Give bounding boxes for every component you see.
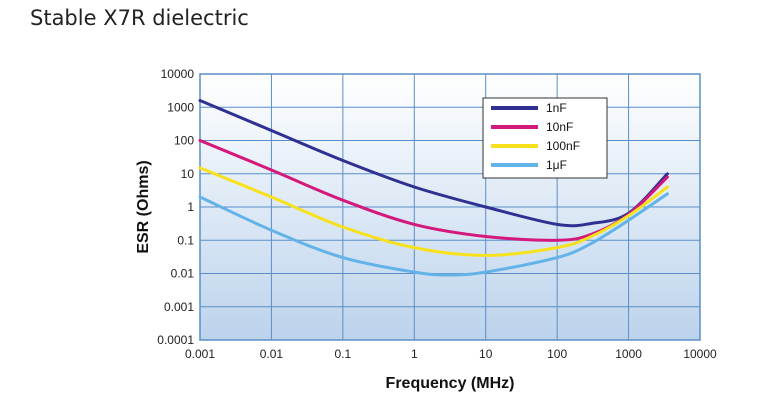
series-line-1 [198,99,669,228]
series-group [198,99,669,277]
series-line-3 [198,166,669,257]
x-tick-label: 1 [411,347,418,361]
x-tick-labels: 0.001 0.01 0.1 1 10 100 1000 10000 [185,347,717,361]
x-tick-label: 10000 [683,347,717,361]
x-tick-label: 0.01 [260,347,284,361]
x-tick-label: 100 [547,347,567,361]
x-tick-label: 0.1 [335,347,352,361]
y-tick-label: 0.01 [171,267,195,281]
y-tick-label: 0.0001 [157,333,194,347]
x-tick-label: 0.001 [185,347,215,361]
page-title: Stable X7R dielectric [30,6,249,30]
y-tick-label: 1000 [167,100,194,114]
y-tick-label: 0.1 [177,233,194,247]
y-tick-label: 10 [181,167,195,181]
legend: 1nF 10nF 100nF 1μF [482,97,608,179]
legend-label: 100nF [546,139,580,153]
series-line-4 [198,192,669,277]
y-axis-title: ESR (Ohms) [135,160,152,253]
y-tick-label: 100 [174,134,194,148]
legend-label: 10nF [546,120,573,134]
x-axis-title: Frequency (MHz) [386,375,515,392]
y-tick-label: 10000 [161,67,195,81]
legend-label: 1nF [546,101,567,115]
y-tick-labels: 0.0001 0.001 0.01 0.1 1 10 100 1000 10000 [157,67,194,347]
plot-frame [199,73,701,341]
x-tick-label: 10 [479,347,493,361]
legend-label: 1μF [546,158,567,172]
y-tick-label: 0.001 [164,300,194,314]
x-tick-label: 1000 [615,347,642,361]
y-tick-label: 1 [187,200,194,214]
